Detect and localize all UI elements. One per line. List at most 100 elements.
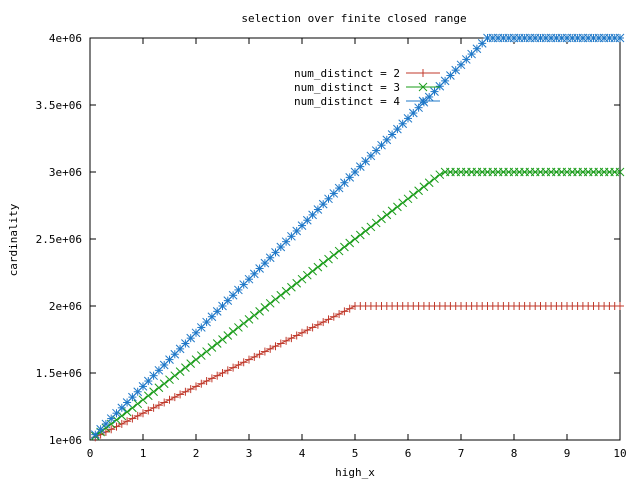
series-2-point-50 [350,234,360,244]
series-2-point-26 [223,331,233,340]
series-2-point-41 [302,270,312,280]
series-2-point-32 [255,307,264,316]
x-axis-label: high_x [335,466,375,479]
series-2-point-54 [371,218,381,228]
series-3-point-73 [472,44,482,54]
series-1-point-34 [266,344,275,353]
y-tick-label: 3e+06 [49,166,82,179]
y-tick-label: 1e+06 [49,434,82,447]
series-2-point-12 [149,387,158,397]
series-2-point-60 [403,194,413,204]
series-2-point-37 [281,286,291,296]
series-2-point-45 [324,254,333,264]
series-2-point-55 [377,214,386,224]
series-1-point-35 [271,342,280,351]
series-2-point-13 [154,383,164,393]
series-1-point-49 [345,304,354,313]
series-1-point-45 [324,315,333,324]
series-1-point-42 [308,323,317,332]
series-1-point-31 [250,352,259,361]
series-1-point-18 [181,387,190,396]
series-1-point-16 [170,393,179,402]
series-1-point-27 [229,363,238,372]
series-3-point-53 [366,151,376,161]
series-3-point-47 [334,183,344,193]
series-2-point-49 [345,238,355,248]
y-tick-label: 3.5e+06 [36,99,82,112]
series-1-point-19 [186,385,195,394]
series-1-point-26 [223,366,232,375]
series-2-point-14 [159,379,169,389]
x-tick-label: 5 [352,447,359,460]
series-1-point-23 [207,374,216,383]
series-1-point-17 [176,390,185,399]
series-2-point-48 [340,242,349,252]
series-line-2 [94,171,620,437]
y-axis-label: cardinality [7,203,20,276]
series-2-point-58 [393,202,402,212]
series-1-point-22 [202,377,211,386]
series-markers-1 [91,302,624,442]
series-2-point-31 [249,311,259,320]
series-2-point-28 [234,323,243,332]
series-1-point-30 [245,355,253,364]
series-1-point-13 [154,401,163,410]
series-1-point-41 [303,326,312,335]
series-layer [90,33,625,442]
series-1-point-12 [149,403,158,412]
x-axis: 0 1 2 3 4 5 6 7 8 9 10 [87,38,627,460]
series-3-point-43 [313,205,323,214]
series-2-point-17 [175,367,185,377]
series-1-point-4 [107,425,116,434]
series-2-point-64 [424,178,434,188]
series-2-point-5 [112,415,121,425]
series-2-point-3 [101,423,111,433]
series-1-point-14 [160,398,169,407]
series-2-point-100 [615,167,625,177]
y-tick-label: 2.5e+06 [36,233,82,246]
legend-marker-2 [418,82,428,92]
series-1-point-37 [282,336,291,345]
x-tick-label: 9 [564,447,571,460]
legend-label-3: num_distinct = 4 [294,95,400,108]
series-2-point-66 [435,170,445,180]
series-2-point-30 [244,315,254,324]
series-2-point-36 [276,290,286,300]
series-2-point-18 [181,363,190,372]
series-2-point-40 [297,274,307,284]
series-2-point-63 [419,182,429,192]
series-1-point-24 [213,371,222,380]
series-2-point-11 [143,391,153,401]
series-1-point-43 [313,320,322,329]
series-markers-3 [90,33,625,439]
series-2-point-9 [133,399,143,409]
series-2-point-23 [207,343,217,352]
series-1-point-48 [340,307,349,316]
series-2-point-53 [366,222,376,232]
y-axis: 1e+06 1.5e+06 2e+06 2.5e+06 3e+06 3.5e+06 4e+0… [36,32,620,447]
series-2-point-65 [430,174,439,184]
series-2-point-46 [329,250,339,260]
series-2-point-7 [122,407,132,417]
series-2-point-59 [398,198,408,208]
series-2-point-24 [212,339,222,348]
series-3-point-46 [329,189,339,198]
series-1-point-25 [218,369,227,377]
series-3-point-25 [218,301,227,311]
x-tick-label: 6 [405,447,412,460]
series-1-point-11 [144,406,153,415]
y-tick-label: 4e+06 [49,32,82,45]
series-2-point-56 [382,210,392,220]
series-1-point-8 [128,414,137,423]
series-1-point-10 [139,409,147,418]
series-2-point-43 [313,262,323,272]
series-2-point-19 [186,359,196,368]
series-1-point-46 [329,312,338,321]
series-2-point-25 [218,335,227,344]
series-1-point-21 [197,379,206,388]
series-1-point-6 [117,419,126,428]
series-1-point-9 [133,411,142,420]
series-2-point-20 [191,355,201,364]
